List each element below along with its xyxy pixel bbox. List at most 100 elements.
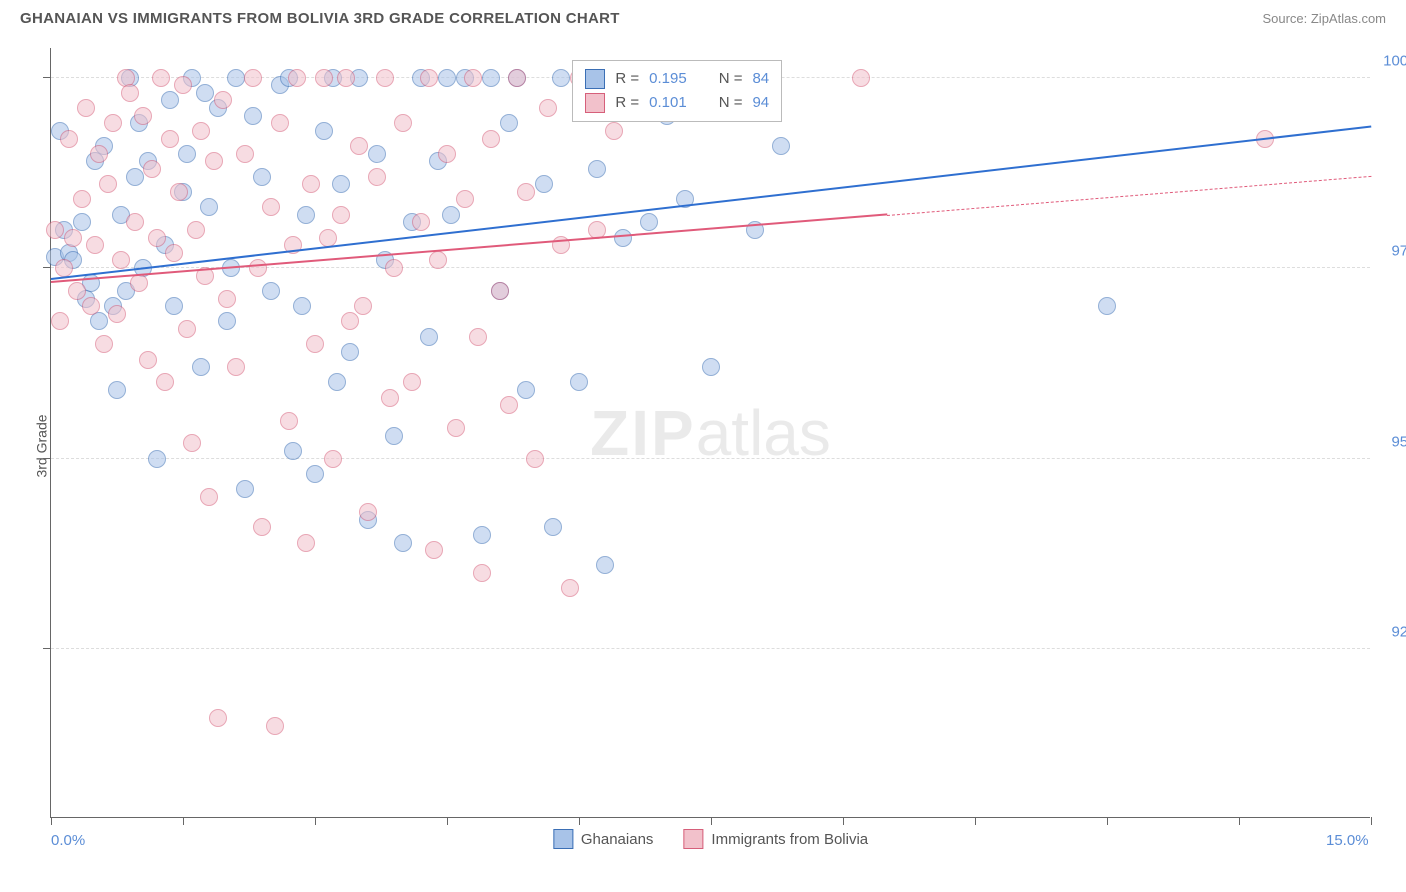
data-point (469, 328, 487, 346)
data-point (51, 312, 69, 330)
data-point (161, 130, 179, 148)
data-point (262, 282, 280, 300)
data-point (126, 168, 144, 186)
data-point (500, 396, 518, 414)
legend-item: Immigrants from Bolivia (683, 829, 868, 849)
data-point (121, 84, 139, 102)
data-point (46, 221, 64, 239)
data-point (55, 259, 73, 277)
data-point (315, 69, 333, 87)
data-point (319, 229, 337, 247)
data-point (341, 312, 359, 330)
data-point (302, 175, 320, 193)
data-point (262, 198, 280, 216)
data-point (280, 412, 298, 430)
trend-line (887, 176, 1371, 216)
legend-label: Immigrants from Bolivia (711, 831, 868, 848)
data-point (328, 373, 346, 391)
data-point (244, 69, 262, 87)
data-point (315, 122, 333, 140)
x-tick (579, 817, 580, 825)
header: GHANAIAN VS IMMIGRANTS FROM BOLIVIA 3RD … (0, 0, 1406, 32)
data-point (130, 274, 148, 292)
legend-swatch (585, 69, 605, 89)
y-tick-label: 97.5% (1391, 243, 1406, 260)
data-point (420, 328, 438, 346)
data-point (517, 381, 535, 399)
data-point (236, 480, 254, 498)
data-point (108, 305, 126, 323)
x-tick (51, 817, 52, 825)
data-point (271, 114, 289, 132)
chart-title: GHANAIAN VS IMMIGRANTS FROM BOLIVIA 3RD … (20, 10, 620, 27)
data-point (288, 69, 306, 87)
data-point (227, 358, 245, 376)
source-label: Source: ZipAtlas.com (1262, 11, 1386, 26)
data-point (438, 69, 456, 87)
x-tick (1239, 817, 1240, 825)
data-point (253, 168, 271, 186)
legend-item: Ghanaians (553, 829, 654, 849)
stats-box: R =0.195N =84R =0.101N =94 (572, 60, 782, 122)
stat-r-value: 0.101 (649, 94, 687, 111)
gridline (51, 458, 1370, 459)
data-point (456, 190, 474, 208)
stat-r-value: 0.195 (649, 70, 687, 87)
data-point (539, 99, 557, 117)
data-point (200, 198, 218, 216)
x-tick (711, 817, 712, 825)
y-tick (43, 267, 51, 268)
y-tick-label: 92.5% (1391, 624, 1406, 641)
data-point (852, 69, 870, 87)
data-point (134, 107, 152, 125)
data-point (161, 91, 179, 109)
x-tick (315, 817, 316, 825)
data-point (73, 190, 91, 208)
data-point (341, 343, 359, 361)
data-point (517, 183, 535, 201)
legend-swatch (585, 93, 605, 113)
data-point (482, 130, 500, 148)
data-point (1098, 297, 1116, 315)
data-point (90, 145, 108, 163)
legend-swatch (683, 829, 703, 849)
data-point (148, 229, 166, 247)
data-point (368, 168, 386, 186)
data-point (196, 84, 214, 102)
x-tick-label: 15.0% (1326, 832, 1369, 849)
data-point (552, 69, 570, 87)
data-point (500, 114, 518, 132)
data-point (596, 556, 614, 574)
data-point (139, 351, 157, 369)
data-point (297, 206, 315, 224)
x-tick (843, 817, 844, 825)
data-point (214, 91, 232, 109)
data-point (491, 282, 509, 300)
y-tick (43, 77, 51, 78)
data-point (82, 297, 100, 315)
data-point (438, 145, 456, 163)
data-point (90, 312, 108, 330)
data-point (464, 69, 482, 87)
data-point (324, 450, 342, 468)
data-point (588, 160, 606, 178)
y-tick (43, 458, 51, 459)
x-tick-label: 0.0% (51, 832, 85, 849)
data-point (178, 320, 196, 338)
data-point (473, 526, 491, 544)
bottom-legend: Ghanaians Immigrants from Bolivia (553, 829, 868, 849)
data-point (165, 297, 183, 315)
data-point (394, 534, 412, 552)
x-tick (975, 817, 976, 825)
data-point (108, 381, 126, 399)
data-point (244, 107, 262, 125)
data-point (429, 251, 447, 269)
stats-row: R =0.101N =94 (585, 91, 769, 115)
data-point (112, 251, 130, 269)
y-tick-label: 95.0% (1391, 433, 1406, 450)
data-point (64, 229, 82, 247)
data-point (249, 259, 267, 277)
data-point (702, 358, 720, 376)
data-point (640, 213, 658, 231)
data-point (99, 175, 117, 193)
